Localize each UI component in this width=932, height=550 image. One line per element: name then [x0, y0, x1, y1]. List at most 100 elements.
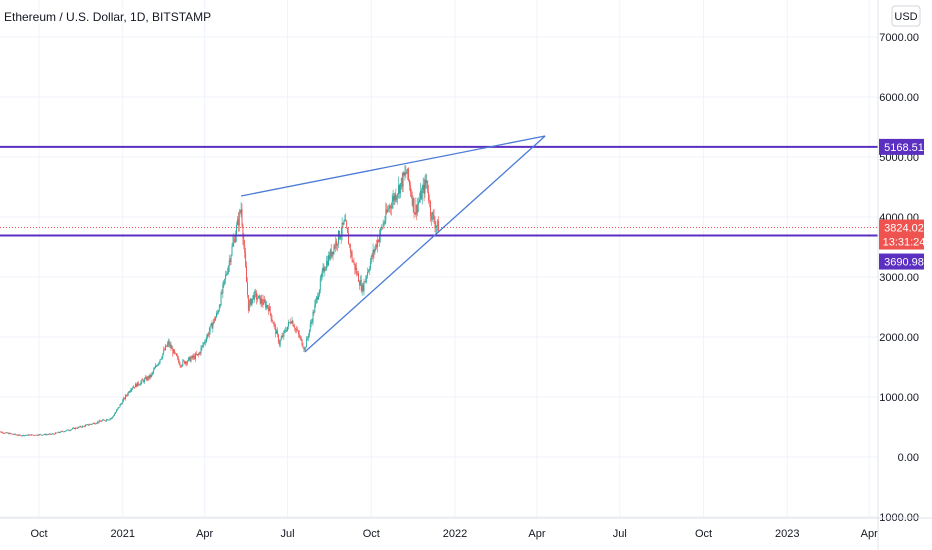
candle-body	[375, 244, 377, 249]
candle-body	[343, 220, 345, 225]
candle-body	[431, 212, 433, 220]
candle-body	[35, 434, 37, 436]
candle-body	[353, 261, 355, 263]
candle-body	[378, 235, 380, 242]
x-tick-label: Jul	[280, 528, 294, 540]
candle-body	[283, 330, 285, 337]
candle-body	[291, 320, 293, 323]
x-tick-label: 2022	[443, 528, 467, 540]
candle-body	[424, 179, 426, 194]
candle-body	[319, 278, 321, 290]
candle-body	[277, 334, 279, 343]
candle-body	[276, 330, 278, 334]
candle-body	[184, 360, 186, 364]
candle-body	[247, 282, 248, 295]
candle-body	[232, 242, 234, 247]
candle-body	[50, 433, 52, 435]
candle-body	[58, 431, 60, 433]
candle-body	[199, 352, 201, 354]
candle-body	[202, 344, 204, 346]
candle-body	[325, 268, 327, 271]
candle-body	[407, 168, 409, 173]
candle-body	[190, 358, 192, 362]
candle-body	[342, 222, 344, 225]
candle-body	[244, 245, 246, 253]
candle-body	[149, 375, 151, 378]
candle-body	[160, 358, 162, 360]
candle-body	[103, 419, 105, 421]
candle-body	[220, 292, 222, 306]
candle-body	[170, 344, 172, 349]
candle-body	[126, 394, 128, 396]
candle-body	[366, 276, 368, 279]
candle-body	[48, 433, 50, 435]
candle-body	[145, 377, 146, 379]
trend-line[interactable]	[240, 135, 546, 197]
candle-body	[339, 237, 341, 239]
candle-body	[379, 228, 381, 236]
candle-body	[31, 434, 33, 436]
candle-body	[316, 296, 318, 301]
candle-body	[390, 207, 392, 209]
candle-body	[150, 374, 152, 378]
candle-body	[346, 221, 348, 228]
candle-body	[368, 270, 369, 272]
candle-body	[434, 221, 436, 228]
candle-body	[135, 383, 136, 388]
candle-body	[299, 337, 301, 339]
candle-body	[155, 365, 156, 369]
candle-body	[216, 312, 218, 314]
candle-body	[419, 190, 421, 200]
candle-body	[161, 357, 163, 359]
candle-body	[100, 421, 102, 423]
candle-body	[41, 434, 43, 436]
candle-body	[60, 431, 62, 433]
candle-body	[142, 379, 144, 381]
candle-body	[133, 386, 135, 388]
candle-body	[128, 391, 130, 393]
candle-body	[14, 433, 16, 435]
candle-body	[234, 238, 236, 243]
candle-body	[256, 292, 258, 300]
candle-body	[230, 255, 232, 262]
candle-body	[132, 387, 134, 389]
candle-body	[286, 330, 288, 332]
candle-body	[265, 301, 267, 308]
candle-body	[119, 404, 121, 408]
candle-body	[39, 434, 41, 436]
candle-body	[198, 352, 200, 355]
drawing-lines[interactable]	[0, 135, 878, 353]
candle-body	[26, 434, 28, 436]
candle-body	[169, 344, 171, 346]
candle-body	[363, 281, 365, 291]
candle-body	[367, 271, 369, 277]
candle-body	[418, 201, 420, 205]
candle-body	[239, 211, 241, 213]
candle-body	[401, 178, 403, 187]
candle-body	[279, 340, 281, 345]
candle-body	[406, 172, 408, 174]
trend-line[interactable]	[304, 135, 546, 353]
candle-body	[92, 423, 94, 425]
candle-body	[421, 189, 423, 200]
candle-body	[372, 249, 374, 258]
candle-body	[8, 432, 10, 435]
candle-body	[61, 431, 63, 432]
candle-body	[297, 330, 298, 332]
candle-body	[427, 180, 429, 192]
candle-body	[105, 419, 107, 421]
currency-button[interactable]: USD	[891, 5, 921, 27]
candle-body	[300, 337, 302, 340]
candle-body	[415, 204, 417, 215]
candle-body	[378, 239, 379, 242]
candle-body	[163, 349, 165, 354]
candle-body	[397, 194, 399, 197]
candle-body	[20, 435, 22, 436]
candle-body	[175, 352, 176, 354]
candle-body	[98, 420, 100, 423]
candle-body	[194, 355, 196, 360]
candle-body	[204, 342, 206, 344]
